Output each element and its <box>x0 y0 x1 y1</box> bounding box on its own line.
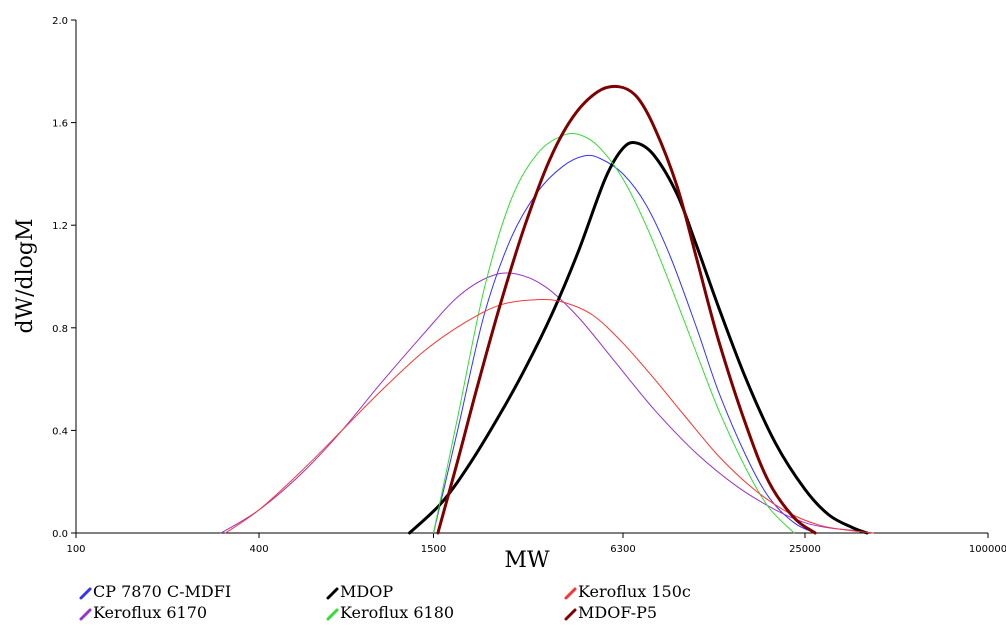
y-tick-label: 2.0 <box>52 16 68 27</box>
legend-label: MDOF-P5 <box>578 603 657 622</box>
series-line-keroflux-6180 <box>433 132 795 534</box>
legend-swatch <box>79 587 92 600</box>
x-tick-label: 100000 <box>969 544 1006 555</box>
x-tick-label: 25000 <box>789 544 821 555</box>
y-tick-label: 0.8 <box>52 324 68 335</box>
x-tick-label: 6300 <box>610 544 635 555</box>
series-line-keroflux-150c <box>224 298 874 534</box>
x-axis-title: MW <box>504 548 550 573</box>
legend: CP 7870 C-MDFI Keroflux 6170 MDOP Keroflux … <box>79 582 691 622</box>
y-tick-label: 1.6 <box>52 119 68 130</box>
x-tick-label: 100 <box>66 544 85 555</box>
series-lines <box>220 84 874 535</box>
legend-swatch <box>564 587 577 600</box>
legend-swatch <box>79 608 92 621</box>
legend-swatch <box>564 608 577 621</box>
legend-label: MDOP <box>340 582 393 601</box>
y-tick-label: 0.4 <box>52 426 68 437</box>
series-line-mdop <box>408 141 869 535</box>
x-tick-label: 400 <box>249 544 268 555</box>
legend-label: Keroflux 6170 <box>93 603 207 622</box>
legend-label: CP 7870 C-MDFI <box>93 582 231 601</box>
legend-label: Keroflux 6180 <box>340 603 454 622</box>
axes <box>75 20 988 534</box>
legend-swatch <box>326 587 339 600</box>
series-line-cp-7870-c-mdfi <box>433 154 816 534</box>
series-line-mdof-p5 <box>436 84 817 535</box>
ticks: 0.0 0.4 0.8 1.2 1.6 2.0 100 400 1500 6300 25000 100… <box>52 16 1006 555</box>
y-axis-title: dW/dlogM <box>13 218 38 333</box>
y-tick-label: 1.2 <box>52 221 68 232</box>
x-tick-label: 1500 <box>421 544 446 555</box>
legend-swatch <box>326 608 339 621</box>
legend-label: Keroflux 150c <box>578 582 691 601</box>
y-tick-label: 0.0 <box>52 529 68 540</box>
